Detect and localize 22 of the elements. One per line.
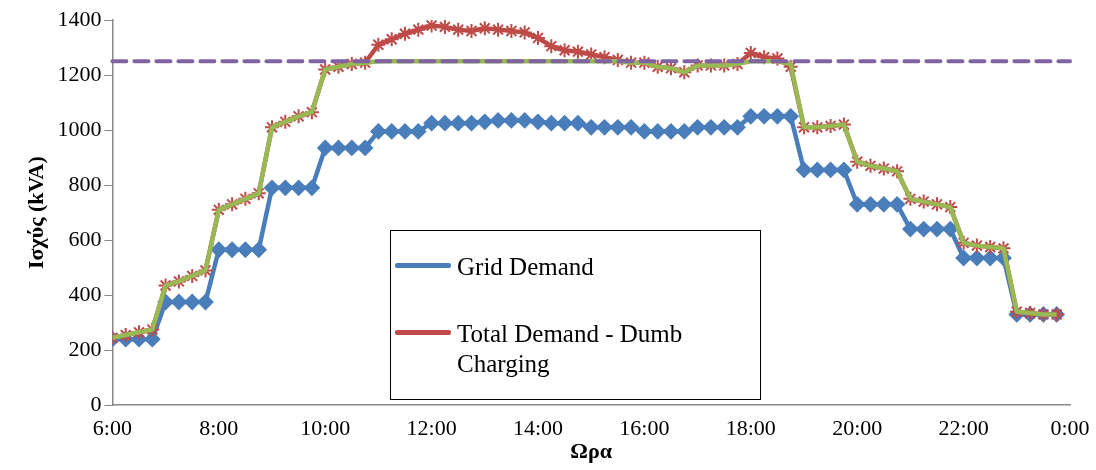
x-tick-label: 0:00	[1050, 415, 1090, 441]
x-tick-label: 8:00	[199, 415, 239, 441]
y-tick-label: 1200	[57, 60, 102, 86]
legend-label: Grid Demand	[457, 251, 594, 282]
legend-label: Total Demand - Dumb Charging	[457, 318, 684, 379]
y-tick-label: 1400	[57, 5, 102, 31]
y-tick-label: 400	[68, 280, 102, 306]
y-axis-title: Ισχύς (kVA)	[22, 156, 48, 269]
y-tick-label: 0	[90, 390, 102, 416]
x-axis-title: Ωρα	[570, 438, 613, 464]
x-tick-label: 22:00	[938, 415, 989, 441]
x-tick-label: 18:00	[725, 415, 776, 441]
x-tick-label: 6:00	[92, 415, 132, 441]
y-tick-label: 800	[68, 170, 102, 196]
y-tick-label: 1000	[57, 115, 102, 141]
x-tick-label: 12:00	[406, 415, 457, 441]
y-tick-label: 200	[68, 335, 102, 361]
x-tick-label: 16:00	[619, 415, 670, 441]
x-tick-label: 14:00	[512, 415, 564, 441]
x-tick-label: 20:00	[832, 415, 883, 441]
x-tick-label: 10:00	[300, 415, 351, 441]
y-tick-label: 600	[68, 225, 102, 251]
